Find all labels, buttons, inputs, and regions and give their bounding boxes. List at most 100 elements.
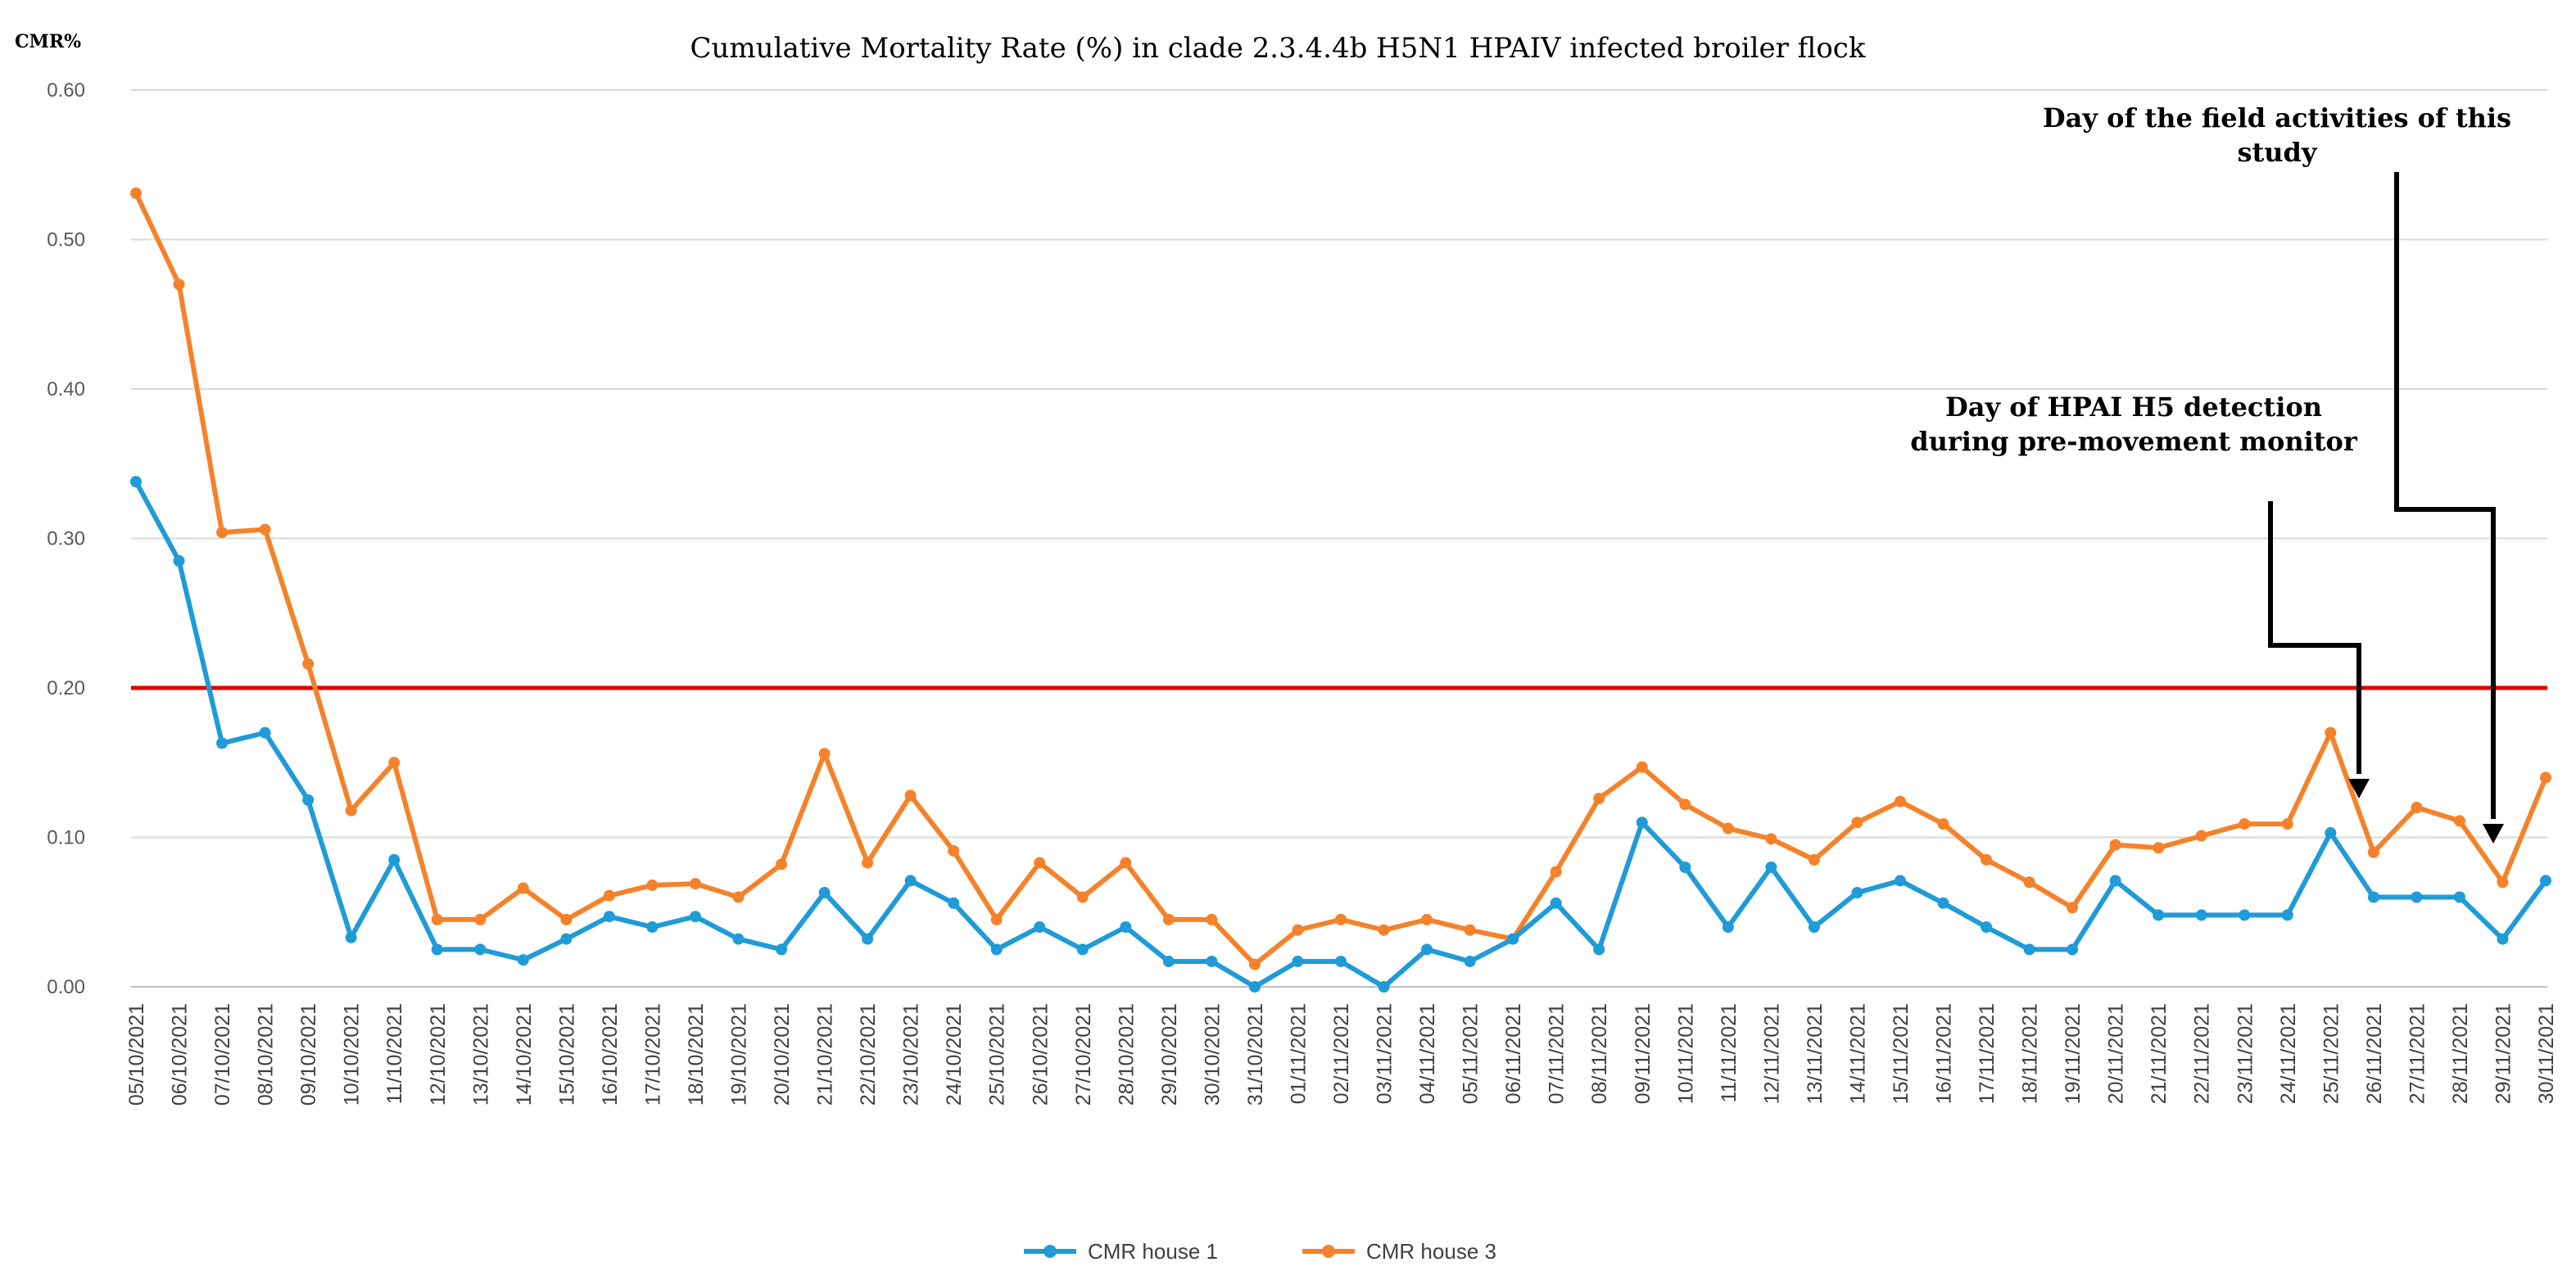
data-point: [1722, 921, 1734, 933]
x-tick-label: 06/10/2021: [169, 1003, 192, 1106]
x-tick-label: 14/10/2021: [513, 1003, 536, 1106]
x-tick-label: 31/10/2021: [1244, 1003, 1267, 1106]
data-point: [1636, 761, 1648, 773]
x-tick-label: 20/10/2021: [771, 1003, 794, 1106]
x-tick-label: 17/11/2021: [1976, 1003, 1999, 1104]
data-point: [130, 476, 142, 488]
data-point: [862, 933, 874, 945]
data-point: [1421, 913, 1433, 925]
data-point: [1679, 862, 1691, 873]
x-tick-label: 21/11/2021: [2148, 1003, 2171, 1104]
x-tick-label: 19/10/2021: [728, 1003, 751, 1106]
x-axis-ticks: 05/10/2021 06/10/2021 07/10/2021 08/10/2021…: [125, 1003, 2558, 1106]
annotation-field-arrowhead: [2483, 824, 2504, 844]
data-point: [689, 911, 701, 923]
x-tick-label: 16/10/2021: [599, 1003, 622, 1106]
x-tick-label: 26/10/2021: [1029, 1003, 1052, 1106]
x-tick-label: 30/11/2021: [2535, 1003, 2558, 1104]
data-point: [2411, 891, 2423, 903]
x-tick-label: 22/10/2021: [857, 1003, 880, 1106]
x-tick-label: 25/11/2021: [2320, 1003, 2343, 1104]
data-point: [1722, 822, 1734, 835]
annotation-detection-arrowhead: [2348, 779, 2370, 798]
data-point: [776, 858, 788, 871]
data-point: [345, 804, 357, 816]
data-point: [1206, 955, 1218, 967]
data-point: [1248, 981, 1261, 993]
data-point: [1335, 955, 1347, 967]
x-tick-label: 24/10/2021: [943, 1003, 966, 1106]
data-point: [2367, 846, 2379, 858]
data-point: [2195, 909, 2207, 921]
x-tick-label: 28/11/2021: [2449, 1003, 2472, 1104]
data-point: [990, 913, 1003, 925]
data-point: [1851, 887, 1863, 899]
data-point: [259, 523, 271, 536]
data-point: [646, 879, 659, 891]
data-point: [2325, 827, 2337, 839]
x-tick-label: 19/11/2021: [2062, 1003, 2085, 1104]
x-tick-label: 23/11/2021: [2234, 1003, 2257, 1104]
data-point: [130, 187, 142, 199]
data-point: [2239, 909, 2251, 921]
data-point: [603, 911, 615, 923]
data-point: [2153, 909, 2165, 921]
x-tick-label: 07/11/2021: [1546, 1003, 1569, 1104]
chart-title: Cumulative Mortality Rate (%) in clade 2…: [690, 32, 1866, 65]
data-point: [1034, 857, 1046, 869]
x-tick-label: 20/11/2021: [2105, 1003, 2128, 1104]
x-tick-label: 22/11/2021: [2191, 1003, 2214, 1104]
annotation-field-text: Day of the field activities of this study: [2043, 102, 2511, 168]
gridlines: [131, 89, 2547, 988]
data-point: [2067, 943, 2079, 956]
data-point: [1335, 913, 1347, 925]
data-point: [904, 789, 917, 802]
x-tick-label: 21/10/2021: [814, 1003, 837, 1106]
data-point: [1851, 816, 1863, 829]
x-tick-label: 15/11/2021: [1890, 1003, 1913, 1104]
data-point: [1076, 891, 1089, 903]
data-point: [2153, 842, 2165, 854]
series-cmr-house-1: [130, 476, 2551, 993]
x-tick-label: 11/11/2021: [1718, 1003, 1741, 1102]
data-point: [302, 794, 315, 806]
data-point: [1464, 955, 1476, 967]
data-point: [1292, 955, 1304, 967]
x-tick-label: 12/11/2021: [1760, 1003, 1783, 1104]
data-point: [1981, 853, 1993, 866]
data-point: [1550, 866, 1562, 878]
data-point: [948, 897, 960, 909]
x-tick-label: 29/11/2021: [2492, 1003, 2515, 1104]
x-tick-label: 25/10/2021: [986, 1003, 1009, 1106]
x-tick-label: 13/11/2021: [1804, 1003, 1827, 1104]
x-tick-label: 11/10/2021: [383, 1003, 406, 1104]
data-point: [1636, 816, 1648, 829]
data-point: [646, 921, 659, 933]
annotation-line: during pre-movement monitor: [1910, 426, 2358, 457]
x-tick-label: 06/11/2021: [1502, 1003, 1525, 1104]
data-point: [474, 913, 487, 925]
x-tick-label: 09/11/2021: [1632, 1003, 1655, 1104]
data-point: [1507, 933, 1519, 945]
data-point: [388, 757, 401, 769]
series-group: [130, 187, 2551, 993]
annotation-line: study: [2237, 137, 2317, 168]
data-point: [388, 853, 401, 866]
data-point: [1378, 924, 1390, 936]
y-axis-ticks: 0.00 0.10 0.20 0.30 0.40 0.50 0.60: [47, 79, 85, 998]
data-point: [2325, 726, 2337, 739]
data-point: [2239, 818, 2251, 830]
annotation-detection-arrow: [2268, 501, 2361, 774]
data-point: [1464, 924, 1476, 936]
x-tick-label: 16/11/2021: [1933, 1003, 1956, 1104]
y-tick-label: 0.20: [47, 677, 85, 699]
legend-item: CMR house 1: [1024, 1239, 1218, 1264]
data-point: [2109, 839, 2121, 851]
series-line: [134, 480, 2548, 989]
data-point: [2109, 875, 2121, 887]
data-point: [1593, 793, 1605, 805]
x-tick-label: 30/10/2021: [1201, 1003, 1224, 1106]
data-point: [689, 878, 701, 890]
x-tick-label: 18/11/2021: [2019, 1003, 2042, 1104]
x-tick-label: 27/10/2021: [1072, 1003, 1095, 1106]
